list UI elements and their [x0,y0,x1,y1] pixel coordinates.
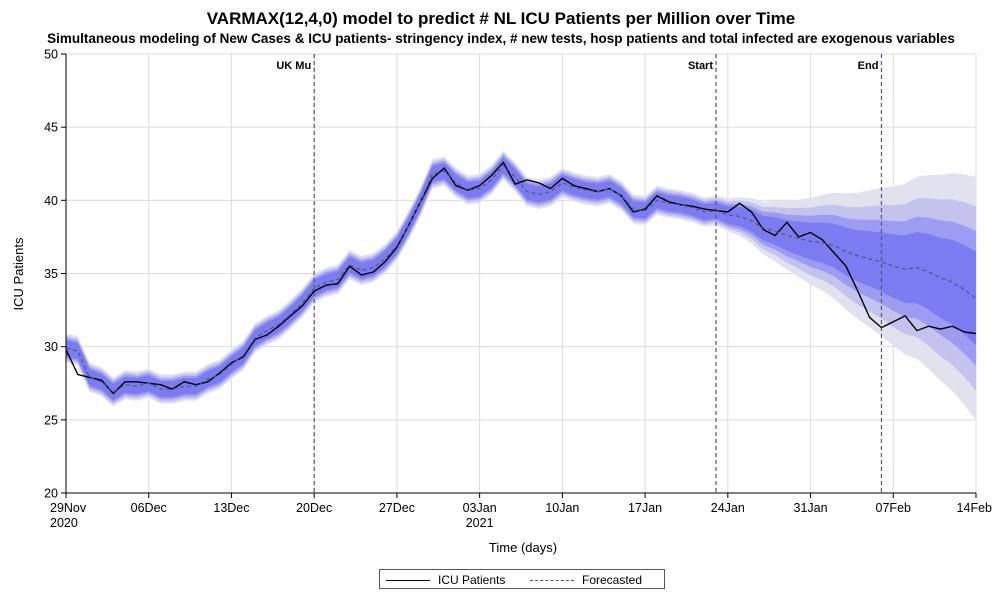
reference-line-label: End [858,60,879,72]
y-tick-label: 35 [44,267,58,281]
y-tick-label: 45 [44,121,58,135]
legend-item-forecast: Forecasted [530,572,660,588]
x-tick-label: 06Dec [131,501,167,515]
confidence-bands [66,150,976,420]
legend-label-actual: ICU Patients [438,573,506,587]
x-tick-label: 13Dec [213,501,249,515]
y-tick-label: 50 [44,48,58,62]
x-tick-label: 24Jan [711,501,745,515]
y-tick-label: 30 [44,340,58,354]
x-tick-label: 27Dec [379,501,415,515]
legend-item-actual: ICU Patients [386,572,506,588]
y-tick-label: 40 [44,194,58,208]
legend: ICU Patients Forecasted [379,569,665,589]
x-tick-label: 14Feb [957,501,992,515]
x-tick-label: 03Jan [463,501,497,515]
x-tick-label: 20Dec [296,501,332,515]
x-tick-label: 31Jan [794,501,828,515]
y-tick-label: 20 [44,487,58,501]
reference-line-label: Start [688,60,713,72]
x-tick-label: 17Jan [628,501,662,515]
legend-label-forecast: Forecasted [582,573,643,587]
reference-line-label: UK Mu [276,60,311,72]
x-tick-label: 07Feb [876,501,911,515]
confidence-band-inner [66,157,976,401]
y-tick-label: 25 [44,413,58,427]
series-line-actual [65,161,977,395]
x-tick-label: 29Nov [50,501,87,515]
x-axis-label: Time (days) [489,540,557,555]
chart-subtitle: Simultaneous modeling of New Cases & ICU… [47,31,955,46]
chart-title: VARMAX(12,4,0) model to predict # NL ICU… [206,9,796,28]
legend-swatch-dashed [530,580,574,581]
series-layer [65,161,977,395]
x-tick-sublabel: 2021 [466,516,494,530]
series-line-forecast [65,164,977,393]
reference-lines: UK Mu Start End [276,54,883,493]
legend-swatch-solid [386,580,430,581]
x-tick-sublabel: 2020 [50,516,78,530]
x-tick-label: 10Jan [545,501,579,515]
y-axis-label: ICU Patients [11,237,26,310]
